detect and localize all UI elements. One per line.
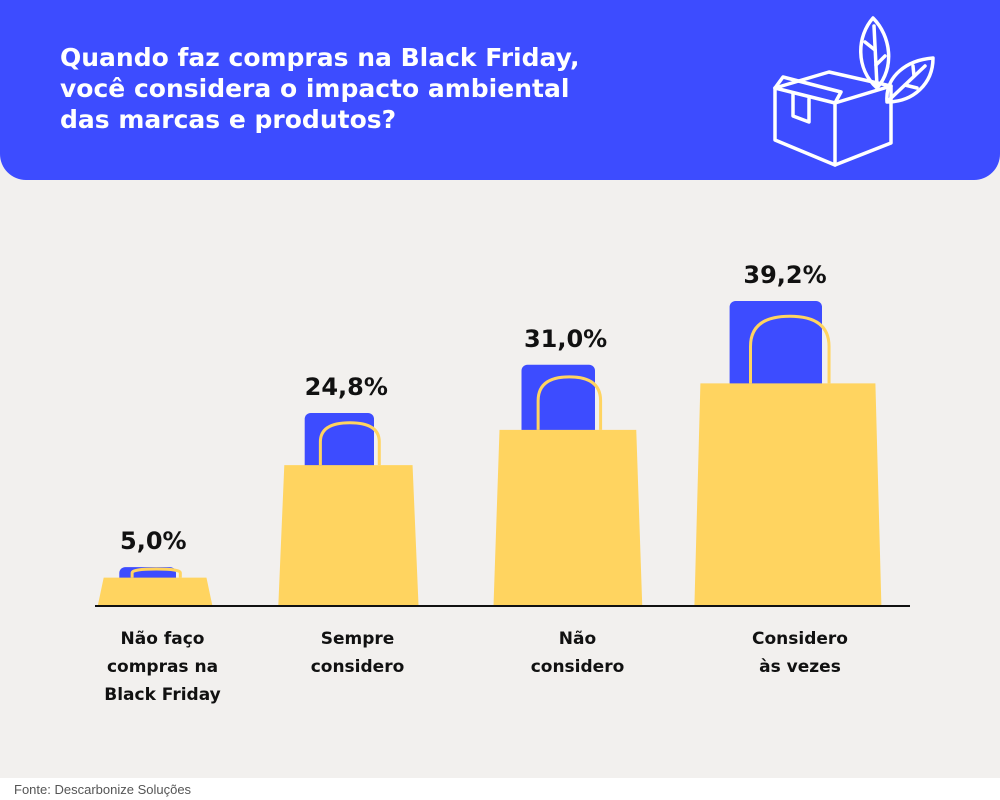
data-label-1: 5,0% (120, 527, 187, 555)
data-label-3: 31,0% (524, 325, 607, 353)
category-label-line: Não (559, 629, 596, 649)
category-label-4: Considero às vezes (752, 629, 848, 677)
bag-handle-4 (749, 314, 831, 384)
bag-handle-2 (318, 421, 381, 466)
data-label-2: 24,8% (305, 373, 388, 401)
category-label-1: Não faço compras na Black Friday (104, 629, 221, 705)
category-label-line: Considero (752, 629, 848, 649)
category-label-line: compras na (107, 657, 218, 677)
chart-title-line-1: Quando faz compras na Black Friday, (60, 43, 580, 72)
chart-title: Quando faz compras na Black Friday, você… (60, 42, 680, 135)
header-banner: Quando faz compras na Black Friday, você… (0, 0, 1000, 180)
bag-1 (97, 577, 213, 606)
bag-4 (694, 383, 882, 606)
bag-handle-1 (130, 567, 182, 578)
bar-chart: 5,0% Não faço compras na Black Friday 24,8% S… (95, 261, 910, 705)
bag-2 (278, 465, 419, 606)
bag-handle-3 (536, 375, 603, 430)
category-label-line: Sempre (321, 629, 395, 649)
source-note: Fonte: Descarbonize Soluções (14, 782, 192, 797)
category-label-line: Black Friday (104, 685, 221, 705)
box-with-leaves-icon (773, 16, 935, 167)
data-label-4: 39,2% (743, 261, 826, 289)
category-label-2: Sempre considero (311, 629, 405, 677)
chart-title-line-3: das marcas e produtos? (60, 105, 397, 134)
category-label-line: considero (311, 657, 405, 677)
chart-title-line-2: você considera o impacto ambiental (60, 74, 570, 103)
category-label-line: Não faço (121, 629, 205, 649)
category-label-line: considero (531, 657, 625, 677)
category-label-3: Não considero (531, 629, 625, 677)
bag-3 (493, 429, 643, 606)
category-label-line: às vezes (759, 657, 841, 677)
